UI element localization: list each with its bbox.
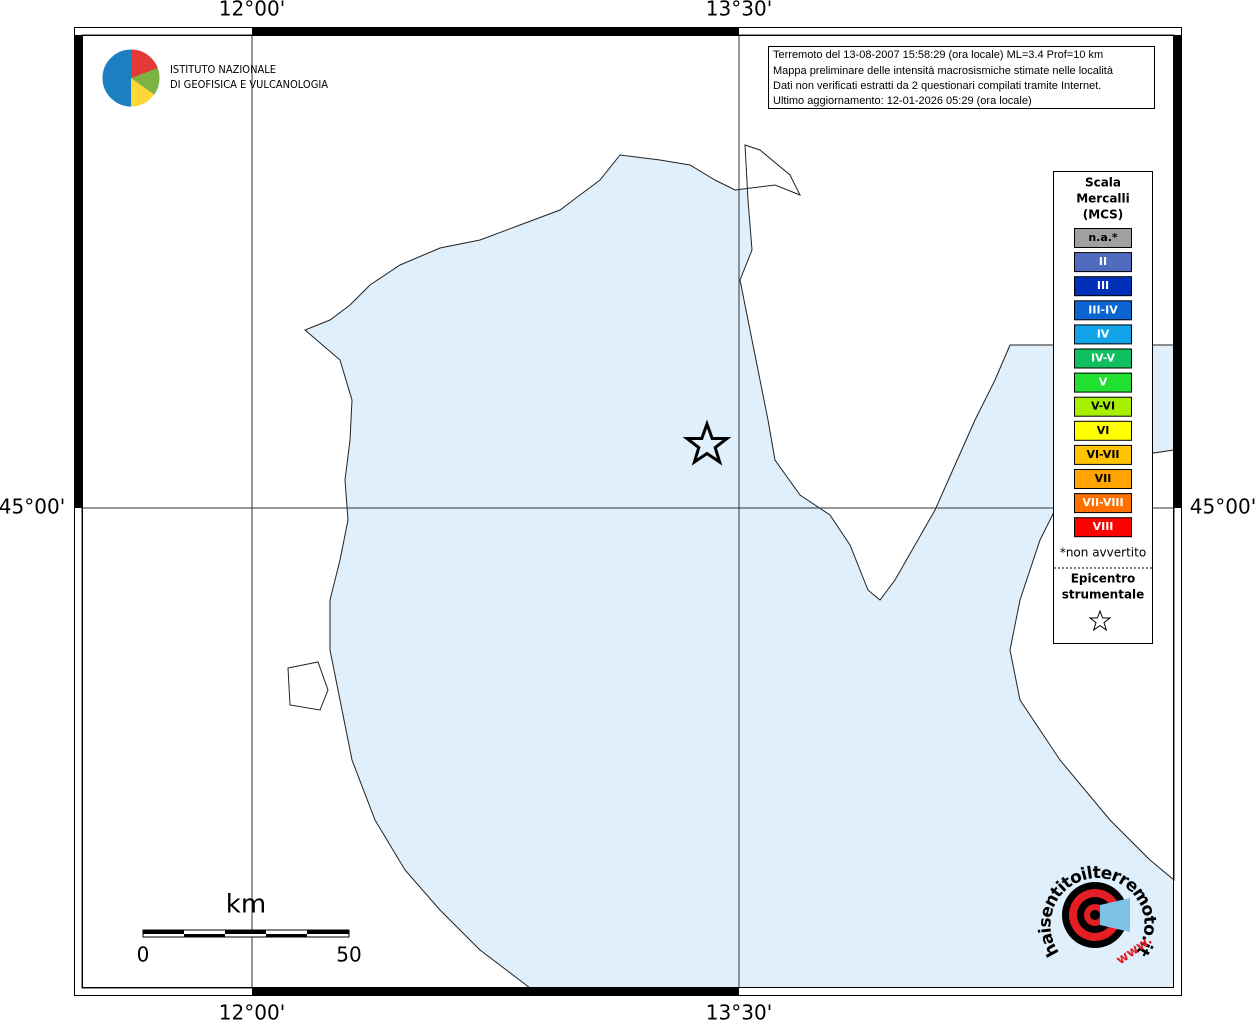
legend-label: IV <box>1097 327 1110 340</box>
legend-label: V-VI <box>1091 400 1115 413</box>
legend-swatch <box>1074 444 1132 465</box>
legend-label: VI <box>1097 424 1110 437</box>
badge: haisentitoilterremoto.it www. <box>1035 863 1159 968</box>
legend-label: VI-VII <box>1086 448 1119 461</box>
legend-label: n.a.* <box>1088 231 1118 244</box>
legend-swatch <box>1074 493 1132 514</box>
axis-label: 13°30' <box>706 1001 772 1024</box>
info-line: Ultimo aggiornamento: 12-01-2026 05:29 (… <box>773 95 1032 107</box>
legend-epicenter: Epicentro <box>1071 572 1136 586</box>
legend-swatch <box>1074 469 1132 489</box>
info-box: Terremoto del 13-08-2007 15:58:29 (ora l… <box>768 46 1155 109</box>
axis-label: 12°00' <box>219 1001 285 1024</box>
legend-swatch <box>1074 348 1132 369</box>
axis-label: 45°00' <box>1190 495 1255 519</box>
legend-swatch <box>1074 228 1132 248</box>
scale-label: 0 <box>137 943 150 967</box>
legend-label: VII-VIII <box>1082 496 1123 509</box>
legend-label: VIII <box>1093 520 1114 533</box>
legend-label: VII <box>1095 472 1112 485</box>
legend-title: (MCS) <box>1083 208 1124 222</box>
legend-title: Scala <box>1085 176 1121 190</box>
axis-label: 45°00' <box>0 495 65 519</box>
legend-swatch <box>1074 276 1132 297</box>
legend: Scala Mercalli (MCS) Epicentro strumenta… <box>1053 171 1153 644</box>
frame <box>74 27 1182 996</box>
legend-swatch <box>1074 420 1132 441</box>
legend-swatch <box>1074 372 1132 393</box>
legend-star <box>1088 609 1112 632</box>
scale-unit: km <box>226 890 266 920</box>
axis-label: 12°00' <box>219 0 285 21</box>
info-line: Terremoto del 13-08-2007 15:58:29 (ora l… <box>773 49 1103 61</box>
legend-note: *non avvertito <box>1060 546 1146 560</box>
legend-label: II <box>1099 255 1107 268</box>
ingv-logo: ISTITUTO NAZIONALE DI GEOFISICA E VULCAN… <box>101 48 328 108</box>
legend-label: III <box>1097 279 1109 292</box>
graticule <box>82 35 1174 988</box>
legend-label: V <box>1099 376 1108 389</box>
info-line: Mappa preliminare delle intensità macros… <box>773 65 1114 77</box>
legend-epicenter: strumentale <box>1062 588 1145 602</box>
legend-label: III-IV <box>1088 303 1118 316</box>
legend-swatch <box>1074 517 1132 538</box>
legend-swatch <box>1074 396 1132 417</box>
legend-title: Mercalli <box>1076 192 1130 206</box>
legend-label: IV-V <box>1091 352 1116 365</box>
epicenter-star <box>682 419 732 466</box>
axis-label: 13°30' <box>706 0 772 21</box>
legend-swatch <box>1074 300 1132 321</box>
legend-swatch <box>1074 324 1132 345</box>
logo-text: ISTITUTO NAZIONALE <box>170 63 276 76</box>
logo-text: DI GEOFISICA E VULCANOLOGIA <box>170 78 328 91</box>
scale-bar: km 0 50 <box>137 890 362 967</box>
legend-swatch <box>1074 252 1132 273</box>
info-line: Dati non verificati estratti da 2 questi… <box>773 80 1101 92</box>
scale-label: 50 <box>336 943 361 967</box>
